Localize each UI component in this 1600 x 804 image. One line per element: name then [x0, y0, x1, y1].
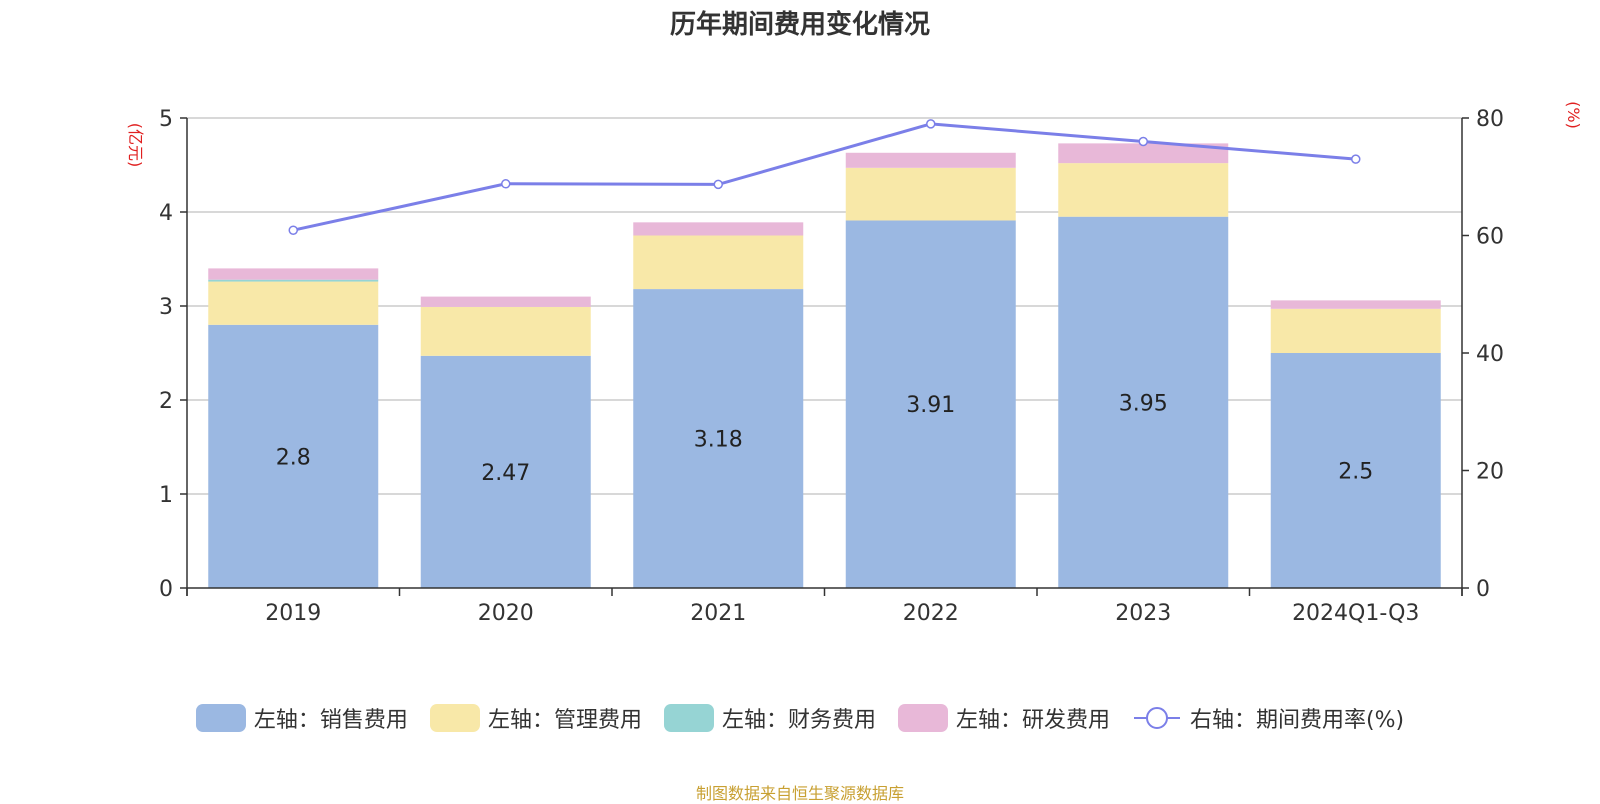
left-axis-tick-label: 4 [159, 201, 173, 226]
bar-segment [845, 220, 1016, 588]
bar-segment [208, 324, 379, 588]
bar-segment [208, 268, 379, 280]
bar-data-label: 3.95 [1119, 391, 1168, 416]
x-axis-tick-label: 2021 [690, 601, 746, 626]
legend-swatch-finance [663, 704, 714, 732]
legend-item-rd[interactable]: 左轴：研发费用 [897, 702, 1110, 734]
legend-label-sales: 左轴：销售费用 [253, 708, 408, 733]
legend-label-finance: 左轴：财务费用 [721, 708, 876, 733]
rate-line [288, 119, 1361, 235]
legend: 左轴：销售费用 左轴：管理费用 左轴：财务费用 左轴：研发费用 右轴：期间费用率… [0, 702, 1600, 734]
left-axis-tick-label: 5 [159, 107, 173, 132]
bar-segment [208, 281, 379, 325]
bar-segment [1270, 308, 1441, 353]
x-axis-tick-label: 2024Q1-Q3 [1292, 601, 1419, 626]
rate-line-path [292, 122, 1356, 232]
bar-segment [1058, 143, 1229, 164]
left-axis-tick-label: 3 [159, 295, 173, 320]
rate-line-point [288, 225, 298, 235]
legend-swatch-sales [195, 704, 246, 732]
rate-line-point [501, 179, 511, 189]
legend-item-finance[interactable]: 左轴：财务费用 [663, 702, 876, 734]
legend-label-rd: 左轴：研发费用 [955, 708, 1110, 733]
bar-segment [1270, 300, 1441, 309]
bar-data-label: 2.8 [276, 445, 311, 470]
bar-segment [1058, 163, 1229, 217]
bar-data-label: 2.5 [1338, 460, 1373, 485]
bar-segment [633, 289, 804, 588]
rate-line-point [1138, 136, 1148, 147]
axes: 0 1 2 3 4 5 0 20 40 60 80 2019 2020 2021 2022 2023 2024Q… [159, 107, 1504, 626]
bar-segment [845, 152, 1016, 168]
left-axis-tick-label: 2 [159, 389, 173, 414]
legend-item-sales[interactable]: 左轴：销售费用 [195, 702, 408, 734]
bar-segment [208, 279, 379, 282]
bar-segment [420, 306, 591, 356]
bar-segment [1270, 353, 1441, 588]
bar-data-label: 2.47 [481, 461, 530, 486]
bar-segment [845, 167, 1016, 221]
bar-segment [420, 296, 591, 307]
bar-data-label: 3.91 [906, 393, 955, 418]
x-axis-tick-label: 2019 [265, 601, 321, 626]
legend-line-marker-icon [1133, 707, 1180, 729]
rate-line-point [926, 119, 936, 129]
legend-label-admin: 左轴：管理费用 [487, 708, 642, 733]
right-axis-tick-label: 60 [1476, 225, 1504, 250]
right-axis-tick-label: 80 [1476, 107, 1504, 132]
rate-line-point [1351, 154, 1361, 164]
right-axis-unit: (%) [1564, 101, 1583, 129]
bar-data-label: 3.18 [694, 428, 743, 453]
bars: 2.8 2.47 3.18 3.91 3.95 2.5 [208, 143, 1441, 588]
chart-title: 历年期间费用变化情况 [669, 10, 930, 40]
bar-segment [1058, 216, 1229, 588]
legend-swatch-rd [897, 704, 948, 732]
left-axis-tick-label: 1 [159, 483, 173, 508]
chart-plot: 2.8 2.47 3.18 3.91 3.95 2.5 0 1 2 3 4 5 0 20 40 60 80 20… [126, 101, 1583, 626]
bar-segment [420, 355, 591, 588]
left-axis-unit: (亿元) [126, 123, 145, 168]
x-axis-tick-label: 2023 [1115, 601, 1171, 626]
legend-item-rate[interactable]: 右轴：期间费用率(%) [1132, 702, 1404, 734]
bar-segment [633, 235, 804, 290]
left-axis-tick-label: 0 [159, 577, 173, 602]
right-axis-tick-label: 40 [1476, 342, 1504, 367]
legend-item-admin[interactable]: 左轴：管理费用 [429, 702, 642, 734]
x-axis-tick-label: 2020 [478, 601, 534, 626]
data-source: 制图数据来自恒生聚源数据库 [695, 784, 904, 803]
rate-line-point [713, 179, 723, 190]
right-axis-tick-label: 0 [1476, 577, 1490, 602]
bar-segment [633, 222, 804, 236]
legend-label-rate: 右轴：期间费用率(%) [1189, 708, 1405, 733]
grid-lines [187, 117, 1462, 495]
x-axis-tick-label: 2022 [903, 601, 959, 626]
right-axis-tick-label: 20 [1476, 460, 1504, 485]
legend-swatch-admin [429, 704, 480, 732]
